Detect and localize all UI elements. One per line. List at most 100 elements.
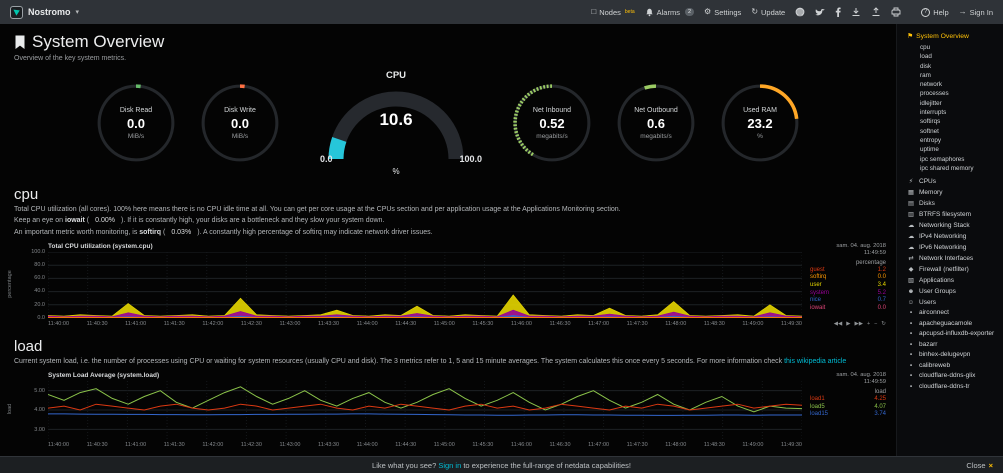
settings-button[interactable]: ⚙ Settings: [704, 8, 741, 17]
sidebar-section-item[interactable]: ☺ Users: [907, 299, 936, 307]
sidebar-item-system-overview[interactable]: ⚑ System Overview: [907, 32, 1000, 42]
import-button[interactable]: [851, 7, 861, 17]
gauge-cpu[interactable]: CPU 10.6 0.0 100.0 %: [308, 70, 484, 176]
wikipedia-link[interactable]: this wikipedia article: [784, 357, 847, 365]
x-tick: 11:43:00: [279, 442, 301, 449]
x-tick: 11:48:00: [665, 442, 687, 449]
legend-item[interactable]: user 3.4: [810, 282, 886, 289]
sidebar-section-item[interactable]: ▥ BTRFS filesystem: [908, 211, 972, 219]
sidebar-subitem[interactable]: uptime: [920, 146, 939, 154]
load-chart-plot[interactable]: load 5.00 4.00 3.00: [7, 381, 802, 440]
x-tick: 11:41:30: [163, 320, 185, 327]
cpu-chart-plot[interactable]: percentage 100.0 80.0 60.0 40.0 20.0 0.0: [7, 249, 802, 321]
chart-toolbar-button[interactable]: ↻: [881, 320, 886, 327]
y-tick: 60.0: [34, 275, 45, 282]
github-icon: [795, 7, 805, 17]
sidebar-subitem[interactable]: idlejitter: [920, 99, 942, 107]
export-button[interactable]: [871, 7, 881, 17]
twitter-button[interactable]: [815, 8, 826, 17]
gauge-net-inbound[interactable]: Net Inbound 0.52 megabits/s: [510, 81, 594, 165]
chart-toolbar-button[interactable]: ▶▶: [854, 320, 863, 327]
footer-signin-link[interactable]: Sign in: [438, 460, 462, 470]
sidebar-section-item[interactable]: ☻ User Groups: [907, 288, 956, 296]
gauge-value: 0.6: [646, 115, 666, 131]
sidebar-app-item[interactable]: ▪ apcupsd-influxdb-exporter: [907, 329, 1000, 340]
x-tick: 11:49:30: [780, 320, 802, 327]
facebook-button[interactable]: [835, 7, 841, 17]
close-banner-button[interactable]: Close ×: [966, 460, 993, 470]
legend-item[interactable]: system 5.2: [810, 289, 886, 296]
sidebar-section-item[interactable]: ☁ Networking Stack: [907, 222, 970, 230]
gauges-row: Disk Read 0.0 MiB/s Disk Write 0.0 MiB/s…: [0, 70, 896, 176]
sidebar-app-item[interactable]: ▪ apacheguacamole: [907, 319, 1000, 330]
sidebar-section-item[interactable]: ◆ Firewall (netfilter): [908, 266, 969, 274]
sidebar-subitem[interactable]: entropy: [920, 136, 942, 144]
alarms-button[interactable]: Alarms 2: [645, 8, 695, 17]
caret-down-icon: ▾: [75, 9, 80, 16]
signin-button[interactable]: → Sign In: [959, 8, 993, 17]
close-icon: ×: [988, 460, 993, 470]
node-selector[interactable]: Nostromo ▾: [10, 5, 80, 19]
sidebar-section-item[interactable]: ▧ Applications: [908, 277, 955, 285]
y-tick: 20.0: [34, 301, 45, 308]
sidebar-subitem[interactable]: network: [920, 81, 943, 89]
sidebar-subitem[interactable]: interrupts: [920, 109, 947, 117]
gauge-disk-write[interactable]: Disk Write 0.0 MiB/s: [198, 81, 282, 165]
section-icon: ☁: [907, 222, 915, 230]
cpu-description-1: Total CPU utilization (all cores). 100% …: [14, 206, 621, 213]
sidebar-section-item[interactable]: ⚡ CPUs: [908, 178, 936, 186]
x-tick: 11:41:00: [125, 320, 147, 327]
sidebar-subitem[interactable]: disk: [920, 62, 932, 70]
legend-item[interactable]: guest 1.2: [810, 266, 886, 273]
twitter-icon: [815, 8, 826, 15]
chart-toolbar-button[interactable]: ◀◀: [833, 320, 843, 327]
footer-banner: Like what you see? Sign in to experience…: [0, 456, 1003, 473]
sidebar-apps: ▪ airconnect ▪ apacheguacamole ▪ apcupsd…: [907, 308, 1000, 392]
legend-item[interactable]: iowait 0.0: [810, 304, 886, 311]
sidebar-section-item[interactable]: ⇄ Network Interfaces: [908, 255, 974, 263]
sidebar-subitem[interactable]: load: [920, 53, 932, 61]
app-icon: ▪: [909, 340, 913, 348]
legend-item[interactable]: load5 4.07: [810, 403, 886, 410]
gauge-net-outbound[interactable]: Net Outbound 0.6 megabits/s: [614, 81, 698, 165]
github-button[interactable]: [795, 7, 805, 17]
sidebar-app-item[interactable]: ▪ airconnect: [907, 308, 1000, 319]
sidebar-app-item[interactable]: ▪ calibreweb: [907, 361, 1000, 372]
sidebar-subitem[interactable]: ram: [920, 71, 931, 79]
y-tick: 3.00: [34, 426, 45, 433]
sidebar-subitem[interactable]: processes: [920, 90, 949, 98]
chart-toolbar-button[interactable]: +: [866, 320, 871, 327]
signin-icon: →: [958, 7, 967, 16]
sidebar-subitem[interactable]: softirqs: [920, 118, 941, 126]
x-tick: 11:46:30: [549, 320, 571, 327]
legend-item[interactable]: load1 4.25: [810, 396, 886, 403]
sidebar-section-item[interactable]: ☁ IPv6 Networking: [907, 244, 967, 252]
legend-item[interactable]: load15 3.74: [810, 411, 886, 418]
help-button[interactable]: ? Help: [921, 7, 949, 17]
legend-item[interactable]: nice 0.7: [810, 297, 886, 304]
sidebar-app-item[interactable]: ▪ bazarr: [907, 340, 1000, 351]
legend-item[interactable]: softirq 0.0: [810, 274, 886, 281]
nodes-button[interactable]: □ Nodes beta: [591, 8, 634, 17]
sidebar-section-item[interactable]: ▤ Disks: [908, 200, 935, 208]
sidebar-subitem[interactable]: ipc semaphores: [920, 155, 965, 163]
x-tick: 11:49:00: [742, 320, 764, 327]
footer-text: Like what you see? Sign in to experience…: [372, 460, 631, 470]
sidebar-subitem[interactable]: cpu: [920, 44, 931, 51]
sidebar-section-item[interactable]: ☁ IPv4 Networking: [907, 233, 967, 241]
sidebar-subitem[interactable]: ipc shared memory: [920, 164, 974, 172]
gauge-used-ram[interactable]: Used RAM 23.2 %: [718, 81, 802, 165]
update-button[interactable]: ↻ Update: [751, 8, 785, 17]
sidebar-section-item[interactable]: ▦ Memory: [908, 189, 943, 197]
chart-toolbar-button[interactable]: −: [874, 320, 878, 327]
chart-toolbar-button[interactable]: ▶: [846, 320, 851, 327]
gauge-disk-read[interactable]: Disk Read 0.0 MiB/s: [94, 81, 178, 165]
app-icon: ▪: [909, 372, 913, 380]
print-button[interactable]: [891, 7, 901, 17]
sidebar-app-item[interactable]: ▪ cloudflare-ddns-glix: [907, 371, 1000, 382]
sidebar-app-item[interactable]: ▪ cloudflare-ddns-tr: [907, 382, 1000, 393]
sidebar-subitem[interactable]: softnet: [920, 127, 939, 135]
sidebar-app-item[interactable]: ▪ binhex-delugevpn: [907, 350, 1000, 361]
gauge-max: 100.0: [459, 154, 482, 164]
gauge-label: Net Outbound: [634, 106, 678, 114]
